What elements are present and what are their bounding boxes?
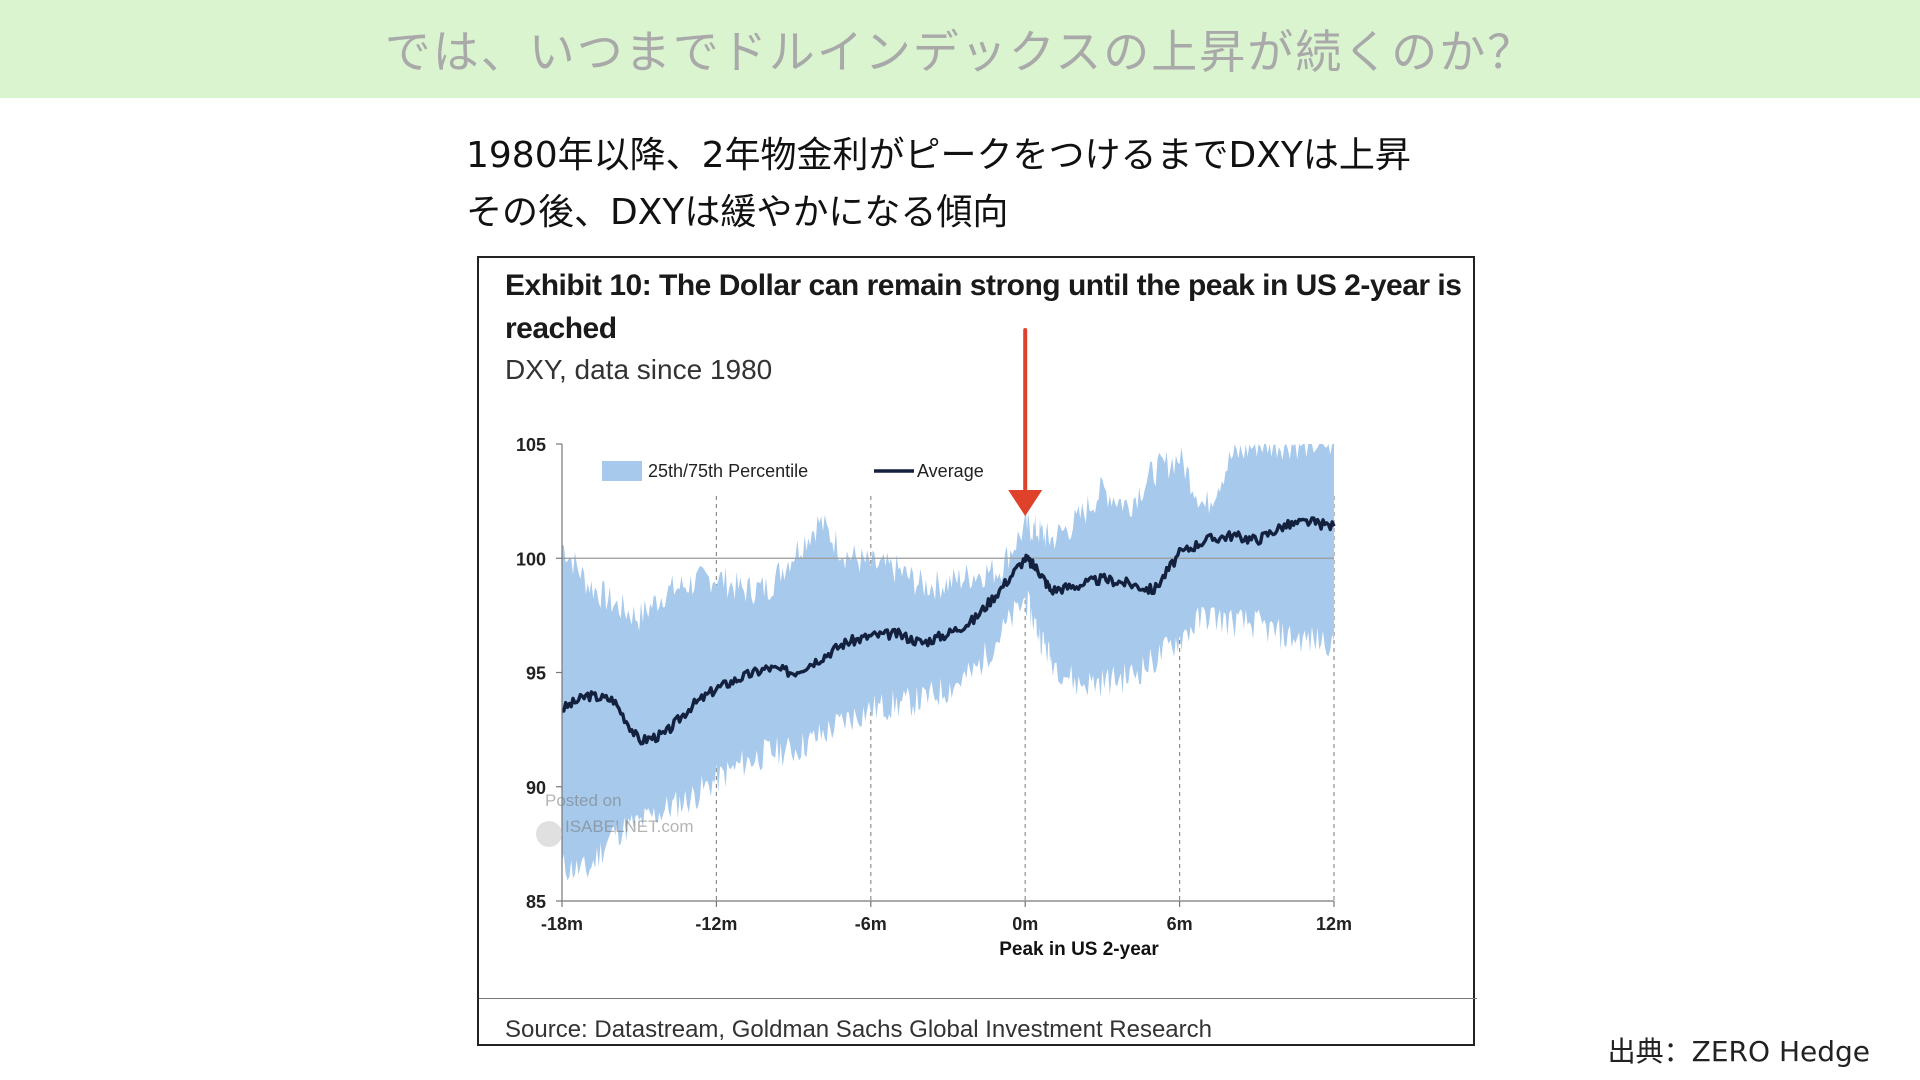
legend-label-percentile: 25th/75th Percentile: [648, 461, 808, 481]
exhibit-title: Exhibit 10: The Dollar can remain strong…: [505, 269, 1462, 345]
slide-subtitle-line-2: その後、DXYは緩やかになる傾向: [466, 192, 1009, 233]
peak-arrow-head: [1008, 490, 1043, 516]
x-tick-label: -18m: [541, 914, 583, 934]
legend: 25th/75th Percentile Average: [602, 461, 984, 481]
x-tick-label: 6m: [1167, 914, 1193, 934]
y-tick-label: 85: [526, 892, 546, 912]
legend-label-average: Average: [917, 461, 984, 481]
average-line: [561, 516, 1336, 746]
exhibit-frame: Exhibit 10: The Dollar can remain strong…: [477, 256, 1477, 1046]
y-tick-label: 100: [516, 549, 546, 569]
x-axis-title: Peak in US 2-year: [999, 939, 1159, 960]
source-divider: [479, 998, 1477, 999]
y-tick-label: 90: [526, 778, 546, 798]
exhibit-source: Source: Datastream, Goldman Sachs Global…: [505, 1016, 1212, 1043]
legend-swatch-percentile: [602, 461, 642, 481]
watermark-line-2: ISABELNET.com: [565, 817, 694, 836]
axis-layer: 105 100 95 90 85-18m -12m -6m 0m 6m 12m: [516, 435, 1352, 934]
y-tick-label: 95: [526, 664, 546, 684]
watermark: Posted on ISABELNET.com: [536, 791, 694, 847]
slide-subtitle-line-1: 1980年以降、2年物金利がピークをつけるまでDXYは上昇: [466, 135, 1411, 176]
x-tick-label: -12m: [695, 914, 737, 934]
x-tick-label: 12m: [1316, 914, 1352, 934]
watermark-logo-icon: [536, 821, 562, 847]
exhibit-subtitle: DXY, data since 1980: [505, 354, 773, 385]
dxy-chart: 105 100 95 90 85-18m -12m -6m 0m 6m 12m 25th/75th…: [516, 328, 1352, 960]
x-tick-label: -6m: [855, 914, 887, 934]
x-tick-label: 0m: [1012, 914, 1038, 934]
top-banner: では、いつまでドルインデックスの上昇が続くのか？: [0, 0, 1920, 98]
credit-text: 出典：ZERO Hedge: [1607, 1035, 1870, 1068]
percentile-band: [562, 444, 1334, 881]
watermark-line-1: Posted on: [545, 791, 622, 810]
peak-arrow: [1008, 328, 1043, 516]
banner-title: では、いつまでドルインデックスの上昇が続くのか？: [384, 25, 1536, 79]
y-tick-label: 105: [516, 435, 546, 455]
